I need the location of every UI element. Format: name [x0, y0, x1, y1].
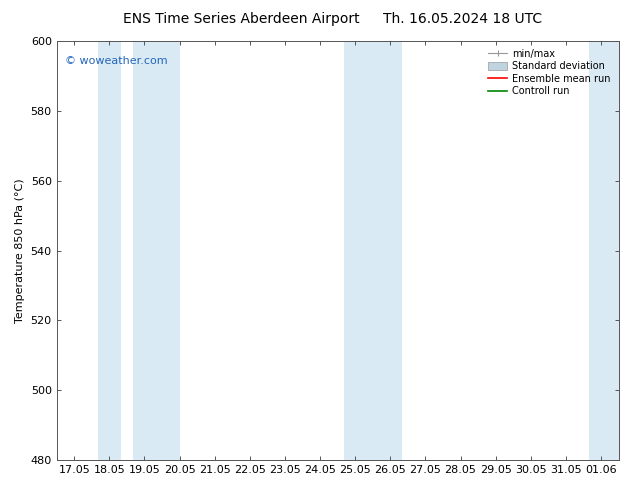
Bar [98, 41, 121, 460]
Legend: min/max, Standard deviation, Ensemble mean run, Controll run: min/max, Standard deviation, Ensemble me… [485, 46, 614, 99]
Text: ENS Time Series Aberdeen Airport: ENS Time Series Aberdeen Airport [122, 12, 359, 26]
Text: Th. 16.05.2024 18 UTC: Th. 16.05.2024 18 UTC [384, 12, 542, 26]
Bar [344, 41, 402, 460]
Y-axis label: Temperature 850 hPa (°C): Temperature 850 hPa (°C) [15, 178, 25, 323]
Bar [590, 41, 619, 460]
Text: © woweather.com: © woweather.com [65, 56, 168, 66]
Bar [133, 41, 179, 460]
